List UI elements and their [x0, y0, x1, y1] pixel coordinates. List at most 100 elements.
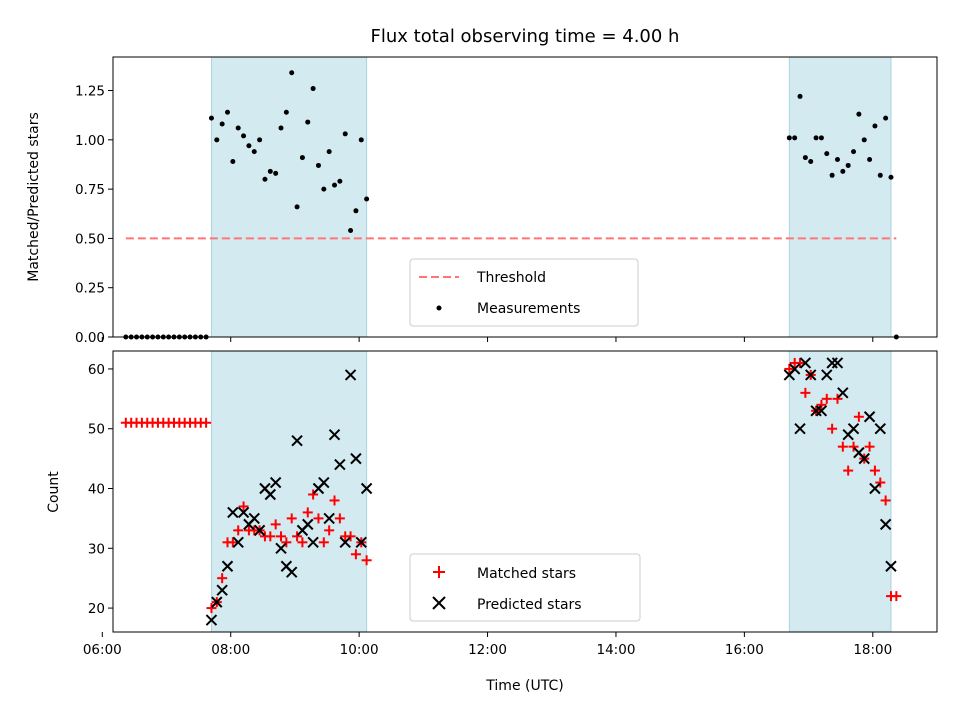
x-axis-label: Time (UTC): [485, 678, 563, 694]
bottom-y-tick-label: 60: [88, 362, 105, 378]
measurement-point: [230, 159, 236, 165]
bottom-observing-window-1: [210, 350, 368, 633]
matched-stars-point: [217, 573, 228, 584]
predicted-stars-point: [253, 524, 266, 537]
matched-stars-point: [292, 531, 303, 542]
legend-measurements-label: Measurements: [477, 301, 580, 317]
measurement-point: [851, 149, 857, 155]
bottom-y-axis-label: Count: [46, 471, 62, 513]
measurement-point: [818, 135, 824, 141]
bottom-y-tick-label: 50: [88, 422, 105, 438]
measurement-point: [262, 176, 268, 182]
bottom-y-tick-label: 40: [88, 482, 105, 498]
legend-predicted-label: Predicted stars: [477, 597, 582, 613]
matched-stars-point: [297, 537, 308, 548]
top-y-tick-label: 0.25: [75, 281, 105, 297]
measurement-point: [829, 172, 835, 178]
measurement-point: [808, 159, 814, 165]
measurement-point: [786, 135, 792, 141]
measurement-point: [861, 137, 867, 143]
predicted-stars-point: [837, 387, 849, 399]
matched-stars-point: [784, 363, 795, 374]
matched-stars-point: [201, 417, 212, 428]
predicted-stars-point: [355, 536, 367, 549]
predicted-stars-point: [275, 542, 287, 555]
matched-stars-point: [875, 477, 886, 488]
matched-stars-point: [324, 525, 335, 536]
matched-stars-point: [361, 555, 372, 566]
matched-stars-point: [334, 513, 345, 524]
x-tick-label: 06:00: [83, 642, 122, 658]
measurement-point: [813, 135, 819, 141]
predicted-stars-point: [788, 363, 801, 375]
measurement-point: [278, 125, 284, 131]
bottom-panel: 20 30 40 50 60 06:00 08:00 10:00 12:00 14:00 16:00…: [46, 350, 938, 694]
measurement-point: [358, 137, 364, 143]
measurement-point: [888, 174, 894, 180]
measurement-point: [792, 135, 798, 141]
matched-stars-point: [837, 441, 848, 452]
matched-stars-point: [302, 507, 313, 518]
predicted-stars-point: [821, 369, 833, 381]
predicted-stars-point: [232, 536, 244, 549]
matched-stars-point: [827, 423, 838, 434]
predicted-stars-point: [269, 476, 282, 489]
measurement-point: [326, 149, 332, 155]
predicted-stars-point: [360, 482, 373, 495]
predicted-stars-point: [227, 506, 239, 519]
measurement-point: [824, 151, 830, 157]
predicted-stars-point: [879, 518, 892, 531]
measurement-point: [315, 162, 321, 168]
top-y-tick-label: 0.75: [75, 182, 105, 198]
measurement-point: [867, 157, 873, 163]
measurement-point: [283, 109, 289, 115]
legend-predicted-x-icon: [432, 596, 446, 610]
predicted-stars-point: [216, 584, 228, 596]
matched-stars-point: [821, 393, 832, 404]
top-observing-window-2: [788, 56, 892, 338]
measurement-point: [332, 182, 338, 188]
measurement-point: [257, 137, 263, 143]
matched-stars-point: [286, 513, 297, 524]
matched-stars-point: [350, 549, 361, 560]
measurement-point: [267, 168, 273, 174]
matched-stars-point: [816, 399, 827, 410]
matched-stars-point: [848, 441, 859, 452]
matched-stars-point: [853, 411, 864, 422]
measurement-point: [856, 111, 862, 117]
predicted-stars-point: [291, 434, 303, 447]
top-y-tick-label: 0.50: [75, 231, 105, 247]
measurement-point: [299, 155, 305, 161]
measurement-point: [872, 123, 878, 129]
measurement-point: [353, 208, 359, 214]
predicted-stars-point: [221, 560, 234, 572]
matched-stars-point: [869, 465, 880, 476]
predicted-stars-point: [885, 560, 897, 572]
matched-stars-point: [843, 465, 854, 476]
predicted-stars-point: [286, 566, 298, 578]
measurement-point: [289, 70, 295, 76]
measurement-point: [337, 178, 343, 184]
matched-stars-point: [238, 501, 249, 512]
measurement-point: [348, 228, 354, 234]
legend-matched-label: Matched stars: [477, 566, 576, 582]
predicted-stars-point: [264, 488, 277, 501]
measurement-point: [877, 172, 883, 178]
predicted-stars-point: [863, 411, 876, 423]
matched-stars-point: [206, 603, 217, 614]
measurement-point: [364, 196, 370, 202]
predicted-stars-point: [799, 357, 812, 369]
measurement-point: [208, 115, 214, 121]
measurement-point: [251, 149, 257, 155]
predicted-stars-point: [858, 452, 870, 465]
predicted-stars-point: [307, 536, 319, 549]
x-tick-label: 14:00: [597, 642, 636, 658]
matched-stars-point: [308, 489, 319, 500]
measurement-point: [273, 170, 279, 176]
matched-stars-point: [880, 495, 891, 506]
measurement-point: [219, 121, 225, 127]
measurement-point: [214, 137, 220, 143]
bottom-legend: Matched stars Predicted stars: [409, 553, 641, 622]
predicted-stars-point: [205, 614, 218, 626]
legend-measurements-dot-icon: [436, 305, 442, 311]
